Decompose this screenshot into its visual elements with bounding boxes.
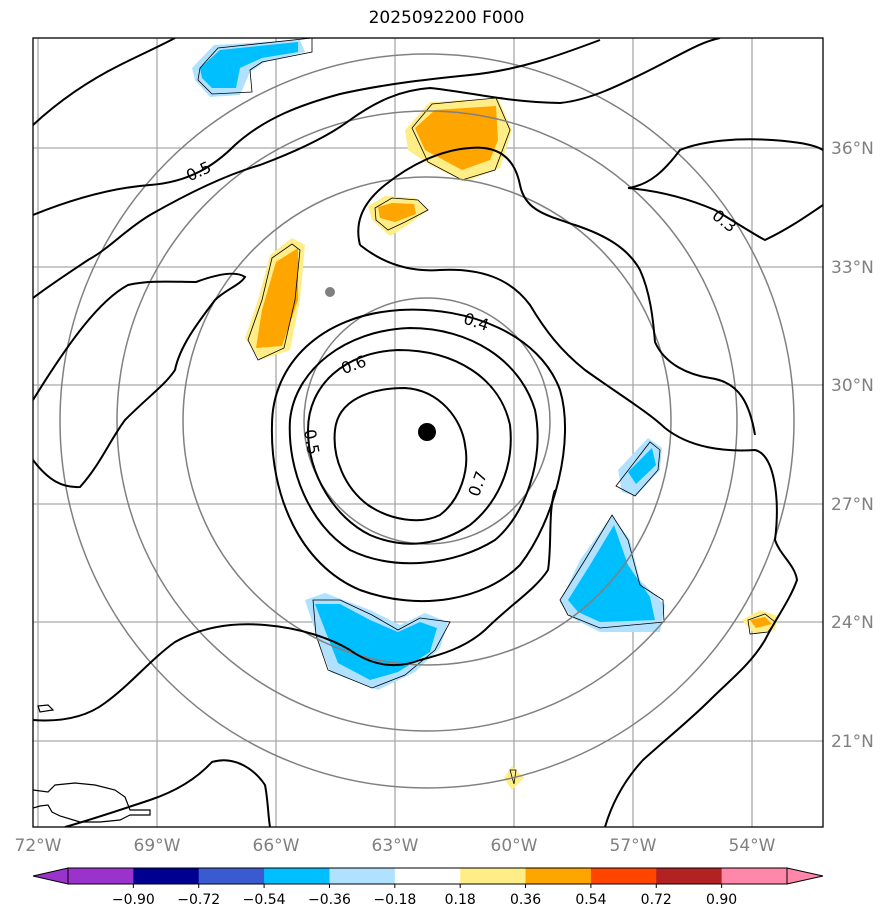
anomaly-outline bbox=[197, 38, 776, 785]
colorbar-tick-label: 0.90 bbox=[706, 892, 737, 908]
lat-label: 33°N bbox=[831, 258, 874, 278]
lat-label: 27°N bbox=[831, 495, 874, 515]
lat-label: 24°N bbox=[831, 613, 874, 633]
lon-label: 57°W bbox=[610, 836, 657, 856]
range-rings bbox=[59, 53, 795, 789]
lat-label: 36°N bbox=[831, 139, 874, 159]
lon-label: 66°W bbox=[253, 836, 300, 856]
lon-label: 54°W bbox=[729, 836, 776, 856]
lat-label: 30°N bbox=[831, 376, 874, 396]
colorbar-segment bbox=[721, 868, 788, 884]
colorbar-tick-label: 0.18 bbox=[445, 892, 476, 908]
colorbar-segment bbox=[133, 868, 200, 884]
lat-label: 21°N bbox=[831, 732, 874, 752]
colorbar-tick-label: 0.36 bbox=[510, 892, 541, 908]
map-frame bbox=[32, 37, 824, 828]
colorbar-segment bbox=[460, 868, 527, 884]
colorbar-tick-label: 0.72 bbox=[641, 892, 672, 908]
lon-label: 63°W bbox=[372, 836, 419, 856]
colorbar-segment bbox=[329, 868, 396, 884]
coastline bbox=[33, 704, 151, 823]
contour-label: 0.5 bbox=[300, 428, 323, 456]
colorbar-segment bbox=[68, 868, 134, 884]
lon-label: 60°W bbox=[491, 836, 538, 856]
colorbar-segment bbox=[394, 868, 461, 884]
contour-lines bbox=[33, 38, 823, 827]
figure-title: 2025092200 F000 bbox=[368, 8, 525, 28]
colorbar-extend-low bbox=[32, 867, 69, 885]
colorbar-extend-high bbox=[786, 867, 824, 885]
colorbar-tick-label: 0.54 bbox=[575, 892, 606, 908]
colorbar: −0.90 −0.72 −0.54 −0.36 −0.18 0.18 0.36 0.54 0.7… bbox=[32, 867, 824, 908]
storm-center-marker bbox=[418, 423, 436, 441]
colorbar-tick-label: −0.18 bbox=[373, 892, 416, 908]
lon-label: 72°W bbox=[15, 836, 62, 856]
colorbar-segment bbox=[198, 868, 265, 884]
colorbar-frame bbox=[67, 867, 788, 885]
secondary-marker bbox=[325, 287, 335, 297]
colorbar-segment bbox=[264, 868, 330, 884]
colorbar-tick-label: −0.72 bbox=[177, 892, 220, 908]
colorbar-tick-label: −0.54 bbox=[243, 892, 286, 908]
colorbar-segment bbox=[656, 868, 723, 884]
graticule bbox=[33, 38, 823, 827]
lon-label: 69°W bbox=[134, 836, 181, 856]
colorbar-tick-label: −0.90 bbox=[112, 892, 155, 908]
colorbar-tick-label: −0.36 bbox=[308, 892, 351, 908]
colorbar-segment bbox=[590, 868, 657, 884]
colorbar-segment bbox=[525, 868, 592, 884]
